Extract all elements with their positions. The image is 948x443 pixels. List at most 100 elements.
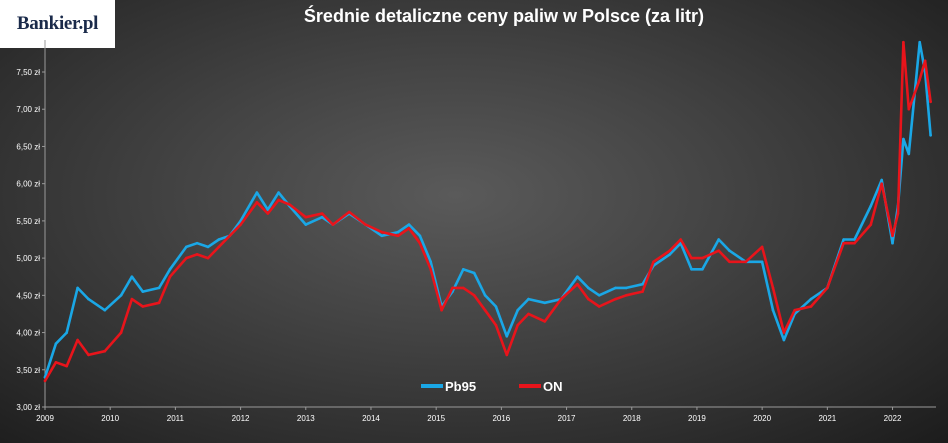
data-point-on xyxy=(239,223,242,226)
data-point-pb95 xyxy=(918,40,921,44)
data-point-on xyxy=(228,234,231,238)
data-point-on xyxy=(516,323,519,327)
x-tick-label: 2019 xyxy=(688,414,706,423)
data-point-pb95 xyxy=(842,238,845,241)
data-point-on xyxy=(217,245,221,249)
x-tick-label: 2021 xyxy=(818,414,836,423)
data-point-on xyxy=(288,203,291,206)
data-point-pb95 xyxy=(255,191,259,194)
x-tick-label: 2020 xyxy=(753,414,771,423)
data-point-pb95 xyxy=(587,286,590,290)
data-point-pb95 xyxy=(407,223,411,226)
data-point-on xyxy=(902,40,905,44)
data-point-pb95 xyxy=(396,230,400,234)
legend-label-pb95: Pb95 xyxy=(445,379,476,394)
data-point-pb95 xyxy=(668,253,672,256)
y-tick-label: 6,00 zł xyxy=(16,180,40,189)
legend-label-on: ON xyxy=(543,379,563,394)
x-tick-label: 2012 xyxy=(232,414,250,423)
data-point-on xyxy=(255,201,259,204)
data-point-on xyxy=(407,227,411,230)
data-point-on xyxy=(494,323,498,327)
y-tick-label: 4,00 zł xyxy=(16,329,40,338)
data-point-pb95 xyxy=(505,335,509,338)
data-point-pb95 xyxy=(597,294,601,297)
data-point-on xyxy=(625,294,628,297)
data-point-on xyxy=(771,286,775,290)
data-point-on xyxy=(87,353,90,357)
data-point-pb95 xyxy=(217,238,221,241)
data-point-pb95 xyxy=(277,191,280,194)
data-point-on xyxy=(141,305,145,308)
data-point-on xyxy=(880,182,883,185)
data-point-on xyxy=(304,215,308,219)
data-point-on xyxy=(331,223,335,226)
data-point-pb95 xyxy=(103,308,107,312)
data-point-pb95 xyxy=(206,245,210,249)
y-tick-label: 3,00 zł xyxy=(16,403,40,412)
data-point-on xyxy=(744,260,748,264)
data-point-on xyxy=(614,297,617,301)
logo-text: Bankier.pl xyxy=(16,13,99,34)
data-point-pb95 xyxy=(880,178,883,182)
data-point-pb95 xyxy=(543,301,547,305)
data-point-on xyxy=(157,301,161,305)
data-point-on xyxy=(472,294,476,297)
series-line-pb95 xyxy=(43,40,932,379)
x-tick-label: 2009 xyxy=(36,414,54,423)
data-point-pb95 xyxy=(641,282,644,286)
data-point-on xyxy=(43,379,47,383)
x-tick-label: 2014 xyxy=(362,414,380,423)
data-point-pb95 xyxy=(869,204,873,208)
series-pb95 xyxy=(43,40,932,379)
data-point-on xyxy=(652,260,655,264)
data-point-on xyxy=(65,364,68,368)
logo: Bankier.pl xyxy=(0,0,115,48)
data-point-pb95 xyxy=(690,268,693,271)
data-point-pb95 xyxy=(728,249,731,252)
data-point-on xyxy=(869,223,873,226)
data-point-pb95 xyxy=(516,308,519,312)
data-point-pb95 xyxy=(185,245,188,249)
data-point-on xyxy=(440,308,443,312)
data-point-pb95 xyxy=(907,152,911,156)
chart-title: Średnie detaliczne ceny paliw w Polsce (… xyxy=(303,6,705,26)
data-point-pb95 xyxy=(65,331,68,334)
data-point-on xyxy=(918,78,921,81)
data-point-on xyxy=(130,297,134,301)
legend: Pb95 ON xyxy=(421,379,563,394)
data-point-pb95 xyxy=(54,342,58,346)
data-point-pb95 xyxy=(157,286,161,290)
x-tick-label: 2016 xyxy=(492,414,510,423)
data-point-pb95 xyxy=(701,268,704,271)
x-tick-label: 2018 xyxy=(623,414,641,423)
series-on xyxy=(43,40,932,383)
data-point-pb95 xyxy=(576,275,579,279)
data-point-pb95 xyxy=(87,297,90,301)
data-point-on xyxy=(168,275,172,279)
data-point-on xyxy=(277,198,280,202)
data-point-on xyxy=(320,212,324,215)
data-point-on xyxy=(793,308,796,312)
data-point-on xyxy=(717,249,720,252)
x-tick-label: 2011 xyxy=(167,414,185,423)
data-point-on xyxy=(206,256,210,260)
x-tick-label: 2017 xyxy=(558,414,576,423)
data-point-on xyxy=(103,349,107,353)
y-tick-label: 5,50 zł xyxy=(16,217,40,226)
data-point-pb95 xyxy=(902,137,905,141)
data-point-on xyxy=(809,305,813,308)
data-point-on xyxy=(76,338,79,342)
data-point-on xyxy=(483,308,487,312)
x-tick-label: 2013 xyxy=(297,414,315,423)
x-tick-label: 2022 xyxy=(884,414,902,423)
data-point-pb95 xyxy=(472,271,476,275)
data-point-on xyxy=(505,353,509,357)
data-point-pb95 xyxy=(320,215,324,219)
data-point-on xyxy=(891,234,894,238)
data-point-on xyxy=(597,305,601,308)
data-point-pb95 xyxy=(494,305,498,308)
data-point-on xyxy=(679,238,682,241)
